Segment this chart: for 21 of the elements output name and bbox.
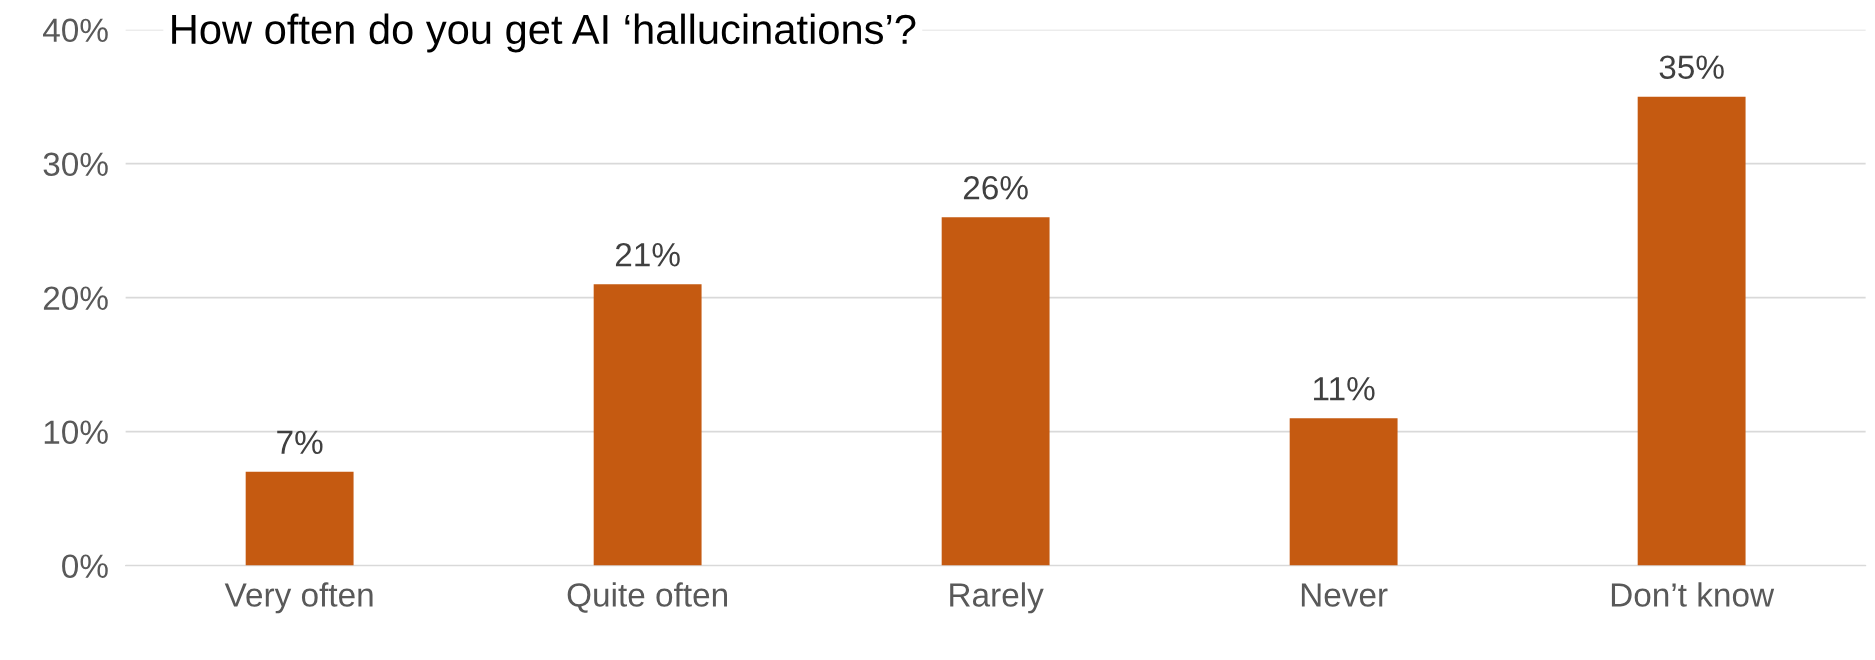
- x-tick-label: Never: [1301, 583, 1388, 607]
- y-tick-label: 40%: [43, 18, 108, 43]
- data-label: 7%: [277, 430, 323, 454]
- data-label: 26%: [963, 175, 1028, 200]
- data-label: 35%: [1659, 55, 1724, 79]
- bar: [941, 217, 1050, 566]
- x-tick-label: Very often: [224, 582, 373, 614]
- chart-title: How often do you get AI ‘hallucinations’?: [172, 13, 916, 53]
- bar: [1637, 96, 1746, 566]
- y-tick-label: 0%: [62, 554, 108, 579]
- bar: [593, 284, 702, 566]
- x-tick-label: Don’t know: [1611, 582, 1775, 607]
- y-tick-label: 20%: [43, 286, 108, 311]
- bar: [1289, 418, 1398, 566]
- bar: [245, 471, 354, 566]
- x-tick-label: Rarely: [950, 582, 1044, 614]
- y-tick-label: 10%: [44, 420, 108, 445]
- data-label: 21%: [615, 242, 680, 267]
- data-label: 11%: [1314, 377, 1375, 401]
- y-tick-label: 30%: [43, 152, 108, 177]
- x-tick-label: Quite often: [567, 582, 727, 613]
